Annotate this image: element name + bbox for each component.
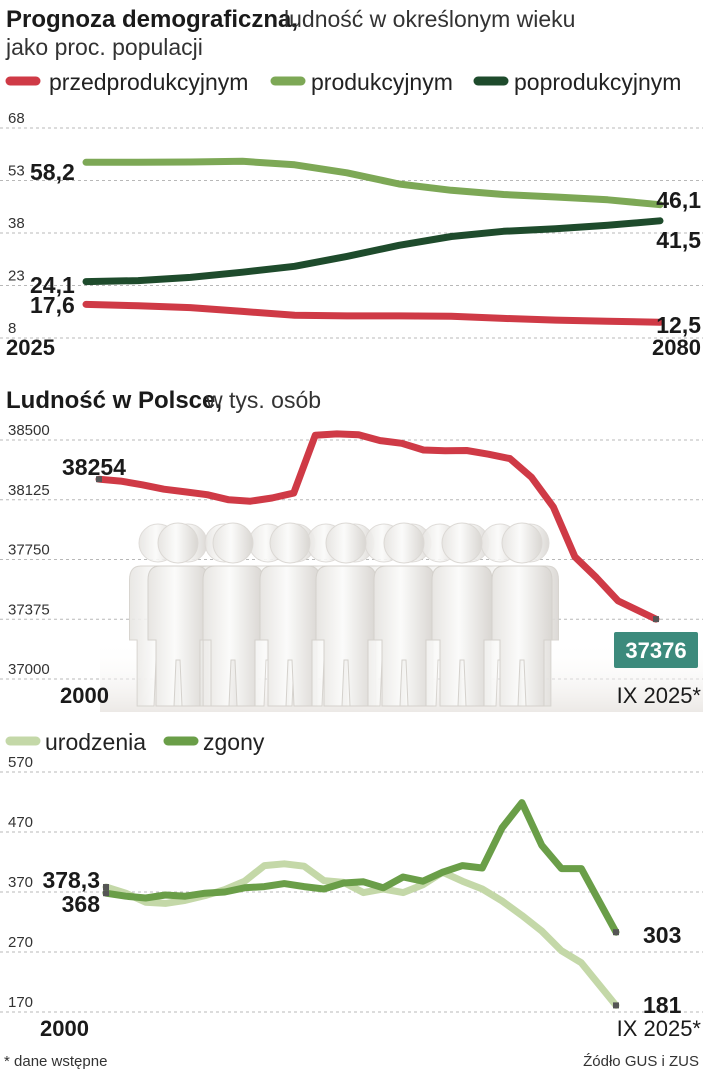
footnote: * dane wstępne <box>4 1053 107 1070</box>
end-point-marker <box>613 929 619 936</box>
chart1-series <box>82 157 664 326</box>
y-tick-label: 470 <box>8 814 33 831</box>
chart3-x-start-label: 2000 <box>40 1016 89 1041</box>
chart3-x-end-label: IX 2025* <box>617 1016 702 1041</box>
y-tick-label: 23 <box>8 268 25 285</box>
y-tick-label: 170 <box>8 994 33 1011</box>
start-value-label: 17,6 <box>30 292 75 318</box>
y-tick-label: 53 <box>8 163 25 180</box>
series-line-population <box>95 430 660 623</box>
end-value-label: 303 <box>643 922 681 948</box>
chart-population-poland: Ludność w Polsce, w tys. osób 38500 38125… <box>0 387 703 712</box>
person-figure <box>202 522 264 707</box>
chart1-x-start-label: 2025 <box>6 335 55 360</box>
legend-label: zgony <box>203 729 265 755</box>
y-tick-label: 37750 <box>8 542 50 559</box>
legend-item-urodzenia: urodzenia <box>5 729 146 755</box>
start-point-marker <box>103 884 109 891</box>
y-tick-label: 38 <box>8 215 25 232</box>
chart2-x-start-label: 2000 <box>60 683 109 708</box>
chart3-y-axis: 570 470 370 270 170 <box>8 754 33 1011</box>
y-tick-label: 8 <box>8 320 16 337</box>
chart2-x-end-label: IX 2025* <box>617 683 702 708</box>
legend-item-poprodukcyjnym: poprodukcyjnym <box>473 69 681 95</box>
person-figure <box>259 522 321 707</box>
series-line-zgony <box>102 799 620 936</box>
series-line-poprodukcyjnym <box>82 217 664 286</box>
end-value-label: 41,5 <box>656 227 701 253</box>
start-point-marker <box>103 890 109 897</box>
chart-births-deaths: urodzenia zgony 570 470 370 270 170 378,3368… <box>0 729 703 1041</box>
chart3-legend: urodzenia zgony <box>5 729 265 755</box>
person-figure <box>147 522 209 707</box>
legend-label: produkcyjnym <box>311 69 453 95</box>
chart-demographic-forecast: Prognoza demograficzna, ludność w określ… <box>0 6 703 360</box>
legend-item-produkcyjnym: produkcyjnym <box>270 69 453 95</box>
chart2-data-labels: 38254 37376 <box>62 454 698 668</box>
chart1-legend: przedprodukcyjnym produkcyjnym poprodukc… <box>5 69 681 95</box>
end-value-label: 37376 <box>625 638 686 663</box>
y-tick-label: 37375 <box>8 601 50 618</box>
legend-item-zgony: zgony <box>163 729 265 755</box>
chart3-series <box>102 799 620 1009</box>
chart1-data-labels: 17,6 12,5 58,2 46,1 24,1 41,5 <box>30 159 701 338</box>
legend-label: przedprodukcyjnym <box>49 69 248 95</box>
source-note: Źódło GUS i ZUS <box>583 1053 699 1070</box>
start-value-label: 38254 <box>62 454 126 480</box>
person-figure <box>373 522 435 707</box>
legend-item-przedprodukcyjnym: przedprodukcyjnym <box>5 69 248 95</box>
y-tick-label: 38125 <box>8 482 50 499</box>
chart2-subtitle: w tys. osób <box>205 387 321 413</box>
start-point-marker <box>96 476 102 483</box>
person-figure <box>491 522 553 707</box>
end-value-label: 12,5 <box>656 312 701 338</box>
people-figures-illustration <box>100 522 703 712</box>
start-value-label: 58,2 <box>30 159 75 185</box>
chart1-subtitle-line2: jako proc. populacji <box>5 34 203 60</box>
start-value-label: 368 <box>62 891 101 917</box>
start-value-label: 378,3 <box>42 867 100 893</box>
y-tick-label: 37000 <box>8 661 50 678</box>
figure-group <box>129 522 559 707</box>
end-value-label: 46,1 <box>656 187 701 213</box>
series-line-urodzenia <box>102 860 620 1009</box>
y-tick-label: 570 <box>8 754 33 771</box>
chart2-series <box>95 430 660 623</box>
chart1-subtitle: ludność w określonym wieku <box>284 6 575 32</box>
end-point-marker <box>613 1002 619 1009</box>
legend-label: poprodukcyjnym <box>514 69 681 95</box>
y-tick-label: 270 <box>8 934 33 951</box>
series-line-produkcyjnym <box>82 157 664 209</box>
y-tick-label: 68 <box>8 110 25 127</box>
start-value-label: 24,1 <box>30 272 75 298</box>
end-value-badge <box>614 632 698 668</box>
end-value-label: 181 <box>643 992 682 1018</box>
y-tick-label: 370 <box>8 874 33 891</box>
person-figure <box>431 522 493 707</box>
chart2-y-axis: 38500 38125 37750 37375 37000 <box>8 422 50 678</box>
person-figure <box>315 522 377 707</box>
chart1-x-end-label: 2080 <box>652 335 701 360</box>
series-line-przedprodukcyjnym <box>82 300 664 326</box>
y-tick-label: 38500 <box>8 422 50 439</box>
chart1-title: Prognoza demograficzna, <box>6 6 298 33</box>
legend-label: urodzenia <box>45 729 146 755</box>
end-point-marker <box>653 616 659 623</box>
chart2-title: Ludność w Polsce, <box>6 387 222 414</box>
chart1-y-axis: 68 53 38 23 8 <box>8 110 25 337</box>
